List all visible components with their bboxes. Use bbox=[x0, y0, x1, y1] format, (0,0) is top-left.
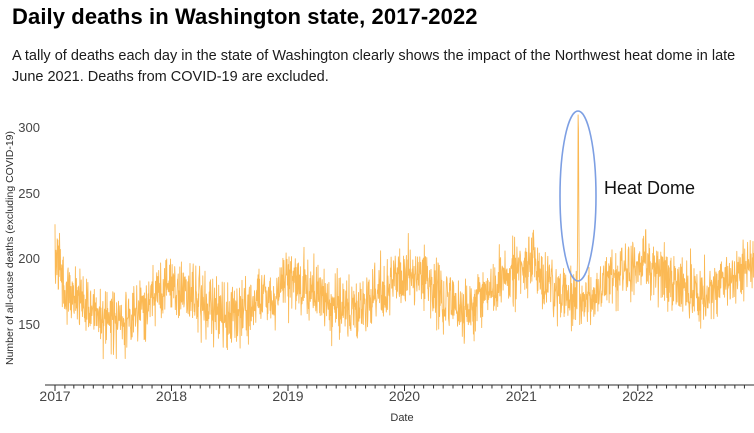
x-tick-label: 2017 bbox=[39, 388, 70, 404]
y-axis-tick-labels: 150 200 250 300 bbox=[18, 120, 40, 332]
x-tick-label: 2022 bbox=[622, 388, 653, 404]
x-tick-label: 2019 bbox=[272, 388, 303, 404]
chart-subtitle: A tally of deaths each day in the state … bbox=[12, 48, 736, 85]
y-tick-label: 250 bbox=[18, 186, 40, 201]
heat-dome-label: Heat Dome bbox=[604, 178, 695, 198]
x-axis-ticks bbox=[54, 385, 745, 391]
y-axis-title: Number of all-cause deaths (excluding CO… bbox=[4, 131, 16, 365]
chart-title: Daily deaths in Washington state, 2017-2… bbox=[12, 4, 478, 29]
y-tick-label: 150 bbox=[18, 317, 40, 332]
x-axis-labels: 2017 2018 2019 2020 2021 2022 bbox=[39, 388, 653, 404]
x-tick-label: 2021 bbox=[506, 388, 537, 404]
x-tick-label: 2020 bbox=[389, 388, 420, 404]
y-tick-label: 200 bbox=[18, 251, 40, 266]
daily-deaths-line bbox=[54, 114, 754, 360]
heat-dome-ellipse-annotation bbox=[559, 110, 597, 282]
y-tick-label: 300 bbox=[18, 120, 40, 135]
x-tick-label: 2018 bbox=[156, 388, 187, 404]
x-axis-title: Date bbox=[390, 412, 413, 424]
